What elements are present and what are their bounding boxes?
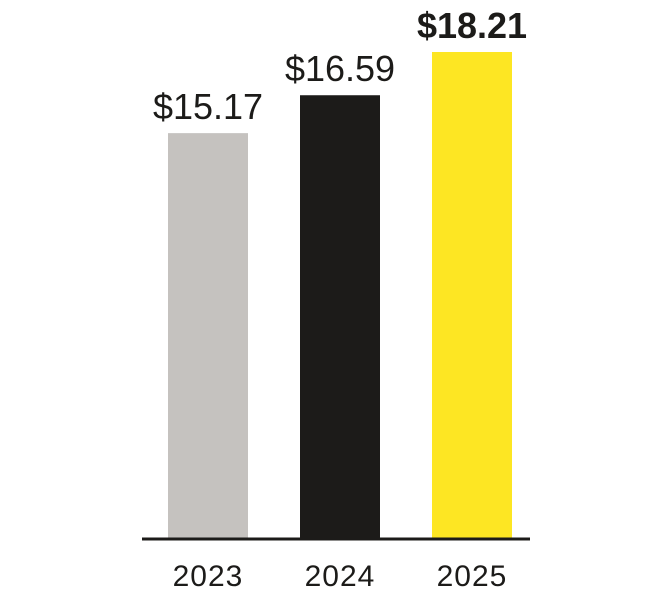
value-label-2023: $15.17 [153,86,263,127]
x-tick-label-2023: 2023 [173,560,244,593]
bar-2024 [300,95,380,538]
bar-2023 [168,133,248,539]
x-tick-labels-layer: 2023 2024 2025 [173,560,508,593]
x-tick-label-2025: 2025 [437,560,508,593]
x-tick-label-2024: 2024 [305,560,376,593]
bar-2025 [432,52,512,538]
bars-layer [168,52,512,539]
value-label-2025: $18.21 [417,5,527,46]
value-labels-layer: $15.17 $16.59 $18.21 [153,5,527,127]
value-label-2024: $16.59 [285,48,395,89]
